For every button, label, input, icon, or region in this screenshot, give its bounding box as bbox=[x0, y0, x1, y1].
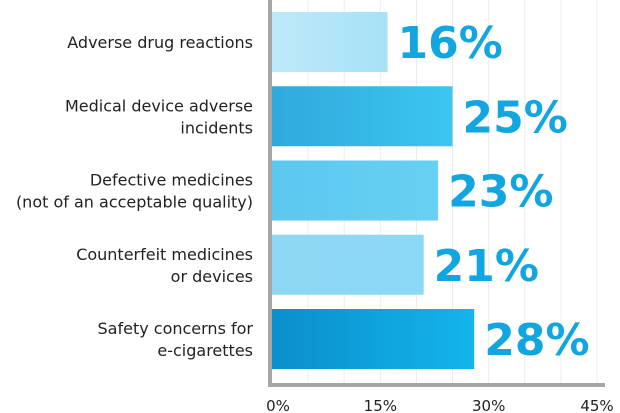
value-label: 28% bbox=[484, 315, 589, 366]
axis bbox=[268, 0, 605, 387]
x-tick-label: 45% bbox=[580, 397, 613, 413]
category-label: Adverse drug reactions bbox=[67, 33, 253, 52]
bars bbox=[272, 12, 475, 369]
bar bbox=[272, 234, 424, 295]
category-labels: Adverse drug reactions Medical device adv… bbox=[16, 33, 253, 360]
value-label: 21% bbox=[434, 241, 539, 292]
category-label: Counterfeit medicines or devices bbox=[76, 245, 253, 286]
category-label: Safety concerns for e-cigarettes bbox=[98, 319, 254, 360]
x-tick-label: 30% bbox=[472, 397, 505, 413]
bar bbox=[272, 309, 475, 369]
value-labels: 16% 25% 23% 21% 28% bbox=[398, 18, 590, 366]
x-tick-label: 15% bbox=[364, 397, 397, 413]
x-tick-label: 0% bbox=[266, 397, 290, 413]
category-label: Medical device adverse incidents bbox=[65, 96, 253, 137]
bar bbox=[272, 160, 439, 221]
value-label: 16% bbox=[398, 18, 503, 69]
x-tick-labels: 0% 15% 30% 45% bbox=[266, 397, 614, 413]
bar bbox=[272, 12, 388, 72]
value-label: 25% bbox=[463, 92, 568, 143]
value-label: 23% bbox=[448, 167, 553, 218]
category-label: Defective medicines (not of an acceptable… bbox=[16, 171, 253, 212]
bar bbox=[272, 86, 453, 147]
